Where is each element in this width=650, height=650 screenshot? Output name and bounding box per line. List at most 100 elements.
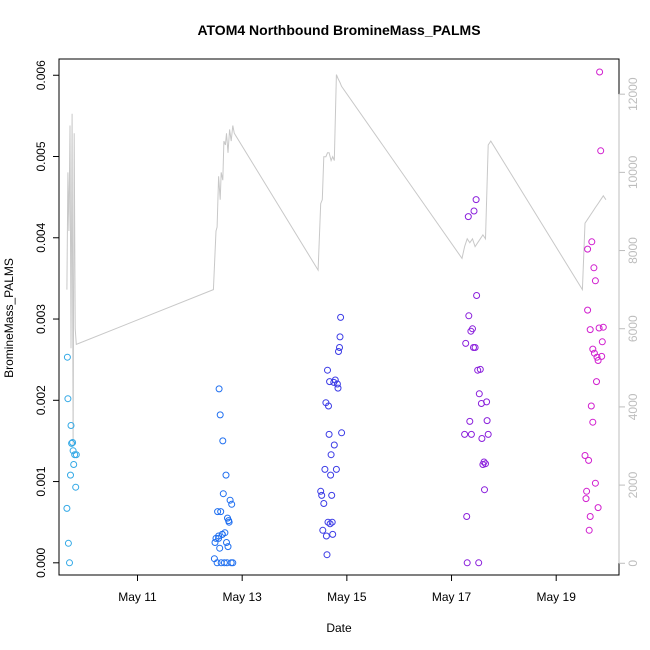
data-point-flight-5	[593, 353, 601, 361]
data-point-flight-1	[68, 439, 76, 447]
data-point-flight-2	[215, 385, 223, 393]
data-point-flight-2	[218, 530, 226, 538]
data-point-flight-1	[69, 447, 77, 455]
data-point-flight-4	[481, 486, 488, 494]
data-point-flight-5	[595, 324, 603, 332]
y2-tick-label: 6000	[626, 315, 640, 342]
data-point-flight-2	[220, 559, 228, 567]
data-point-flight-3	[317, 487, 325, 495]
data-point-flight-3	[335, 348, 342, 355]
data-point-flight-3	[319, 526, 327, 534]
data-point-flight-2	[222, 471, 230, 479]
data-point-flight-4	[471, 344, 479, 351]
data-point-flight-1	[63, 353, 71, 361]
data-point-flight-4	[461, 430, 469, 438]
data-point-flight-3	[327, 471, 335, 479]
data-point-flight-5	[589, 418, 597, 426]
data-point-flight-4	[483, 398, 491, 406]
data-point-flight-2	[225, 518, 233, 526]
data-point-flight-5	[584, 306, 592, 314]
data-point-flight-3	[336, 344, 343, 351]
y-tick-label: 0.001	[34, 466, 48, 496]
data-point-flight-5	[594, 357, 602, 364]
data-points-layer	[63, 68, 607, 567]
data-point-flight-1	[72, 483, 80, 491]
data-point-flight-2	[229, 559, 237, 567]
x-tick-label: May 19	[537, 590, 577, 604]
y-tick-label: 0.005	[34, 141, 48, 171]
data-point-flight-2	[213, 559, 221, 567]
data-point-flight-2	[219, 490, 227, 498]
data-point-flight-2	[219, 437, 227, 445]
data-point-flight-3	[324, 366, 331, 374]
y2-tick-label: 0	[626, 560, 640, 567]
data-point-flight-4	[466, 417, 474, 425]
data-point-flight-2	[228, 500, 236, 508]
data-point-flight-3	[332, 465, 340, 473]
data-point-flight-5	[586, 326, 594, 334]
data-point-flight-2	[223, 539, 230, 546]
y-tick-label: 0.000	[34, 547, 48, 577]
data-point-flight-5	[581, 452, 589, 459]
y2-tick-label: 4000	[626, 393, 640, 420]
data-point-flight-5	[586, 513, 594, 520]
data-point-flight-5	[587, 402, 595, 410]
data-point-flight-2	[226, 496, 234, 504]
data-point-flight-3	[325, 402, 332, 410]
data-point-flight-4	[473, 292, 481, 299]
data-point-flight-4	[480, 458, 488, 466]
data-point-flight-5	[598, 352, 606, 360]
data-point-flight-3	[328, 491, 336, 499]
data-point-flight-1	[64, 395, 72, 403]
y-tick-label: 0.006	[34, 60, 48, 90]
data-point-flight-3	[327, 451, 335, 459]
data-point-flight-5	[599, 323, 607, 331]
data-point-flight-3	[328, 518, 336, 526]
data-point-flight-3	[323, 551, 331, 559]
data-point-flight-4	[465, 312, 473, 320]
data-point-flight-3	[329, 530, 337, 538]
data-point-flight-5	[584, 245, 592, 253]
data-point-flight-5	[591, 277, 599, 285]
data-point-flight-5	[597, 147, 605, 155]
data-point-flight-3	[326, 378, 334, 386]
data-point-flight-3	[326, 520, 334, 528]
data-point-flight-5	[598, 338, 606, 346]
data-point-flight-1	[67, 422, 75, 429]
data-point-flight-1	[69, 439, 77, 446]
altitude-line-layer	[66, 74, 607, 447]
data-point-flight-1	[70, 461, 78, 468]
y2-tick-label: 2000	[626, 471, 640, 498]
data-point-flight-4	[469, 325, 476, 333]
data-point-flight-3	[324, 518, 332, 526]
data-point-flight-2	[211, 539, 219, 546]
data-point-flight-3	[337, 313, 345, 321]
y2-tick-label: 10000	[626, 155, 640, 189]
data-point-flight-5	[590, 264, 598, 272]
y-tick-label: 0.003	[34, 304, 48, 334]
plot-frame	[58, 58, 620, 576]
data-point-flight-5	[583, 487, 591, 495]
y2-tick-label: 8000	[626, 237, 640, 264]
data-point-flight-4	[483, 417, 491, 425]
data-point-flight-1	[63, 504, 71, 512]
x-tick-label: May 15	[327, 590, 367, 604]
data-point-flight-3	[334, 384, 342, 392]
data-point-flight-3	[333, 380, 341, 388]
data-point-flight-4	[478, 435, 486, 442]
data-point-flight-1	[64, 539, 72, 547]
data-point-flight-1	[66, 559, 73, 567]
data-point-flight-3	[318, 491, 326, 499]
data-point-flight-5	[596, 68, 604, 76]
data-point-flight-4	[470, 207, 478, 215]
data-point-flight-2	[224, 543, 232, 551]
data-point-flight-5	[582, 495, 590, 503]
data-point-flight-2	[216, 544, 224, 552]
data-point-flight-3	[321, 465, 329, 473]
data-point-flight-2	[216, 411, 224, 419]
data-point-flight-1	[72, 451, 80, 459]
data-point-flight-3	[325, 430, 333, 438]
data-point-flight-5	[589, 345, 597, 353]
